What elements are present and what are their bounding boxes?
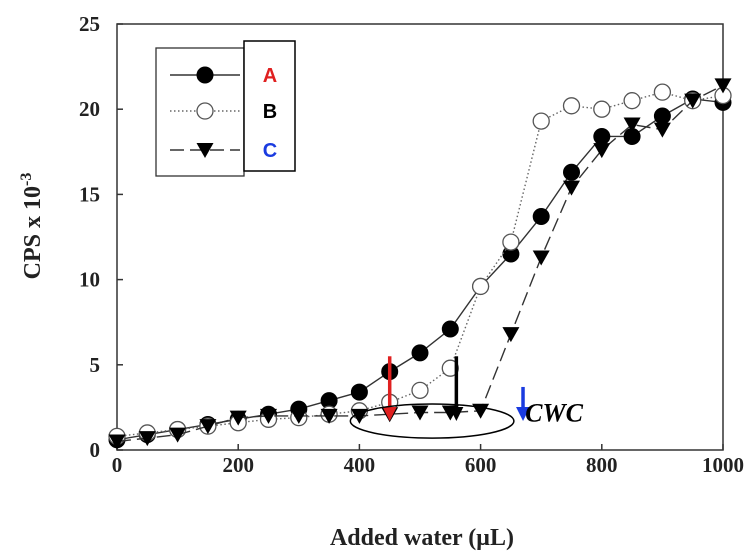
y-tick-label: 5 — [90, 353, 101, 377]
cwc-ellipse — [349, 403, 515, 439]
series-B-point — [502, 233, 520, 251]
svg-text:CPS x 10-3: CPS x 10-3 — [18, 173, 46, 280]
legend-marker-A — [196, 66, 214, 84]
series-A-point — [563, 163, 580, 181]
y-tick-label: 15 — [79, 182, 100, 206]
series-B-point — [411, 381, 429, 400]
transition-arrow — [382, 356, 397, 422]
series-C-point — [623, 117, 641, 133]
plot-layer: 0 200 400 600 800 1000 0 5 10 15 20 25 — [79, 12, 744, 477]
legend-label-C: C — [263, 140, 277, 162]
legend-marker-B — [196, 102, 214, 120]
series-A-point — [411, 344, 429, 362]
series-C-point — [684, 93, 702, 109]
series-C-point — [108, 434, 126, 450]
x-axis-title: Added water (µL) — [330, 525, 514, 551]
series-C-point — [199, 419, 217, 435]
y-axis-title-base: CPS x 10 — [20, 186, 46, 279]
y-axis-title: CPS x 10-3 — [18, 173, 46, 280]
series-B-point — [441, 359, 459, 377]
series-B-point — [623, 92, 641, 110]
series-C-point — [169, 427, 187, 443]
series-C-point — [502, 327, 520, 343]
series-C-point — [532, 250, 550, 266]
series-C-point — [290, 408, 308, 424]
arrow-head — [516, 407, 531, 422]
legend-label-box — [243, 40, 296, 172]
x-tick-label: 0 — [112, 453, 123, 477]
legend-label-B: B — [263, 101, 277, 123]
data-layer — [108, 78, 732, 450]
y-tick-label: 0 — [90, 438, 101, 462]
x-tick-label: 200 — [222, 453, 254, 477]
series-B-point — [532, 112, 550, 130]
series-A-point — [653, 107, 671, 125]
series-C-point — [260, 408, 277, 424]
series-A-point — [441, 320, 459, 338]
series-C-point — [593, 143, 611, 159]
annotation-layer: CWC — [349, 356, 584, 439]
series-C-point — [411, 405, 429, 421]
y-tick-label: 25 — [79, 12, 100, 36]
y-tick-label: 20 — [79, 97, 100, 121]
legend-label-A: A — [263, 65, 277, 87]
series-A-point — [350, 383, 368, 401]
transition-arrow — [449, 356, 464, 422]
series-C-point — [320, 408, 338, 424]
y-axis-title-exponent: -3 — [18, 173, 35, 186]
x-tick-label: 400 — [344, 453, 376, 477]
legend: ABC — [155, 40, 296, 177]
series-B-point — [562, 97, 581, 115]
series-B-point — [653, 83, 672, 101]
series-C-point — [138, 431, 156, 447]
series-C-point — [229, 410, 247, 426]
x-tick-label: 800 — [586, 453, 618, 477]
transition-arrow — [516, 386, 531, 422]
x-tick-label: 600 — [465, 453, 497, 477]
series-C-point — [653, 122, 671, 138]
series-B-point — [471, 277, 490, 296]
y-tick-label: 10 — [79, 268, 100, 292]
series-B-line — [116, 91, 724, 438]
plot-frame — [116, 23, 724, 451]
series-B-point — [593, 100, 611, 118]
arrow-head — [382, 407, 397, 422]
series-C-point — [714, 78, 732, 94]
series-C-point — [563, 180, 580, 196]
legend-marker-C — [196, 143, 214, 158]
cwc-label: CWC — [525, 399, 583, 428]
series-A-point — [593, 127, 611, 145]
arrow-head — [449, 407, 464, 422]
series-A-point — [532, 208, 550, 226]
series-C-point — [350, 408, 368, 424]
x-tick-label: 1000 — [702, 453, 744, 477]
